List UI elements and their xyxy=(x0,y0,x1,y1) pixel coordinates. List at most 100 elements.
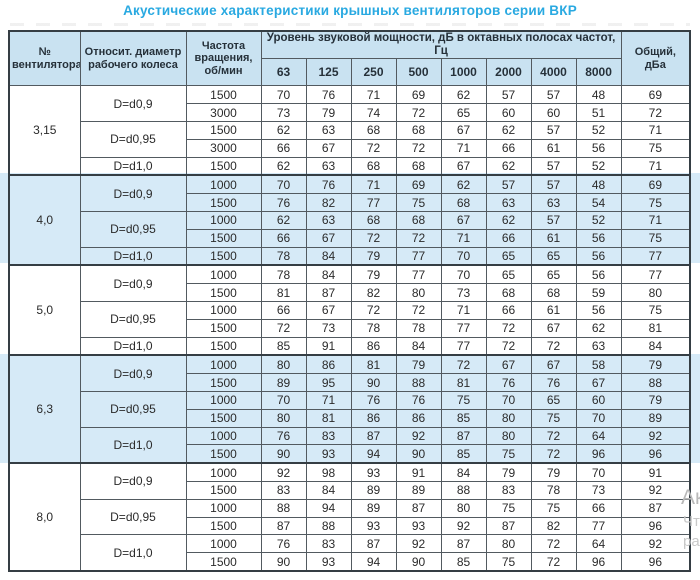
rpm-cell: 1500 xyxy=(185,481,262,500)
level-cell: 68 xyxy=(350,120,397,140)
level-cell: 82 xyxy=(305,193,352,212)
level-cell: 78 xyxy=(260,246,307,266)
level-cell: 76 xyxy=(395,391,442,410)
level-cell: 77 xyxy=(350,193,397,212)
level-cell: 94 xyxy=(350,552,397,572)
level-cell: 93 xyxy=(305,444,352,464)
level-cell: 71 xyxy=(350,174,397,195)
level-cell: 89 xyxy=(350,481,397,500)
level-cell: 60 xyxy=(485,103,532,122)
table-row: 1500 90 93 94 90 85 75 72 96 96 xyxy=(9,444,691,464)
level-cell: 70 xyxy=(260,174,307,195)
rpm-cell: 1500 xyxy=(185,85,262,105)
fan-number-cell: 3,15 xyxy=(8,85,81,176)
level-cell: 88 xyxy=(395,373,442,393)
level-cell: 68 xyxy=(530,283,577,302)
col-header-fan-number: № вентилятора xyxy=(8,30,81,87)
level-cell: 84 xyxy=(305,246,352,266)
level-cell: 56 xyxy=(575,246,622,266)
diameter-cell: D=d0,9 xyxy=(79,264,187,303)
level-cell: 63 xyxy=(575,336,622,356)
total-cell: 72 xyxy=(620,103,691,122)
diameter-cell: D=d0,9 xyxy=(79,174,187,212)
level-cell: 79 xyxy=(485,462,532,483)
level-cell: 73 xyxy=(575,481,622,500)
level-cell: 84 xyxy=(395,336,442,356)
level-cell: 80 xyxy=(395,283,442,302)
level-cell: 76 xyxy=(485,373,532,393)
level-cell: 92 xyxy=(395,534,442,554)
level-cell: 67 xyxy=(305,301,352,320)
diameter-cell: D=d0,9 xyxy=(79,85,187,122)
diameter-cell: D=d1,0 xyxy=(79,156,187,176)
level-cell: 87 xyxy=(485,516,532,536)
total-cell: 77 xyxy=(620,246,691,266)
level-cell: 69 xyxy=(395,174,442,195)
level-cell: 65 xyxy=(530,246,577,266)
octave-band-header: 2000 xyxy=(485,58,532,87)
level-cell: 87 xyxy=(305,283,352,302)
diameter-cell: D=d0,9 xyxy=(79,462,187,500)
level-cell: 77 xyxy=(395,246,442,266)
total-cell: 80 xyxy=(620,283,691,302)
level-cell: 78 xyxy=(395,318,442,338)
fan-number-cell: 8,0 xyxy=(8,462,81,572)
level-cell: 78 xyxy=(350,318,397,338)
level-cell: 57 xyxy=(530,156,577,176)
level-cell: 90 xyxy=(260,444,307,464)
level-cell: 70 xyxy=(575,408,622,428)
level-cell: 81 xyxy=(260,283,307,302)
level-cell: 52 xyxy=(575,210,622,230)
level-cell: 58 xyxy=(575,354,622,375)
level-cell: 67 xyxy=(305,228,352,248)
level-cell: 68 xyxy=(395,156,442,176)
header-row-octave-bands: 63 125 250 500 1000 2000 4000 8000 xyxy=(9,58,690,87)
level-cell: 94 xyxy=(305,498,352,518)
total-cell: 79 xyxy=(620,391,691,410)
total-cell: 96 xyxy=(620,516,691,536)
level-cell: 79 xyxy=(350,264,397,285)
octave-band-header: 500 xyxy=(395,58,442,87)
level-cell: 48 xyxy=(575,174,622,195)
total-cell: 71 xyxy=(620,210,691,230)
level-cell: 65 xyxy=(485,246,532,266)
rpm-cell: 3000 xyxy=(185,138,262,158)
diameter-cell: D=d1,0 xyxy=(79,336,187,356)
level-cell: 76 xyxy=(260,426,307,446)
level-cell: 79 xyxy=(305,103,352,122)
level-cell: 82 xyxy=(530,516,577,536)
level-cell: 64 xyxy=(575,426,622,446)
table-row: D=d0,95 1000 88 94 89 87 80 75 75 66 87 xyxy=(9,498,691,536)
table-row: 6,3 D=d0,9 1000 80 86 81 79 72 67 67 58 79 xyxy=(8,354,691,464)
total-cell: 69 xyxy=(620,85,691,105)
level-cell: 80 xyxy=(440,498,487,518)
table-row: 3000 66 67 72 72 71 66 61 56 75 xyxy=(9,138,691,158)
level-cell: 57 xyxy=(485,85,532,105)
watermark-fragment: ра xyxy=(683,533,700,550)
level-cell: 61 xyxy=(530,138,577,158)
level-cell: 77 xyxy=(395,264,442,285)
level-cell: 67 xyxy=(530,354,577,375)
level-cell: 81 xyxy=(305,408,352,428)
level-cell: 93 xyxy=(305,552,352,572)
level-cell: 91 xyxy=(305,336,352,356)
level-cell: 67 xyxy=(440,156,487,176)
level-cell: 72 xyxy=(395,103,442,122)
total-cell: 88 xyxy=(620,373,691,393)
level-cell: 85 xyxy=(440,444,487,464)
level-cell: 62 xyxy=(260,210,307,230)
level-cell: 87 xyxy=(440,534,487,554)
level-cell: 79 xyxy=(395,354,442,375)
total-cell: 75 xyxy=(620,193,691,212)
diameter-cell: D=d1,0 xyxy=(79,246,187,266)
level-cell: 80 xyxy=(260,354,307,375)
table-row: 5,0 D=d0,9 1000 78 84 79 77 70 65 65 56 77 xyxy=(8,264,691,356)
level-cell: 90 xyxy=(260,552,307,572)
rpm-cell: 1000 xyxy=(185,498,262,518)
level-cell: 72 xyxy=(350,228,397,248)
level-cell: 87 xyxy=(350,534,397,554)
fan-number-cell: 4,0 xyxy=(8,174,81,266)
level-cell: 83 xyxy=(260,481,307,500)
level-cell: 83 xyxy=(485,481,532,500)
level-cell: 80 xyxy=(485,534,532,554)
